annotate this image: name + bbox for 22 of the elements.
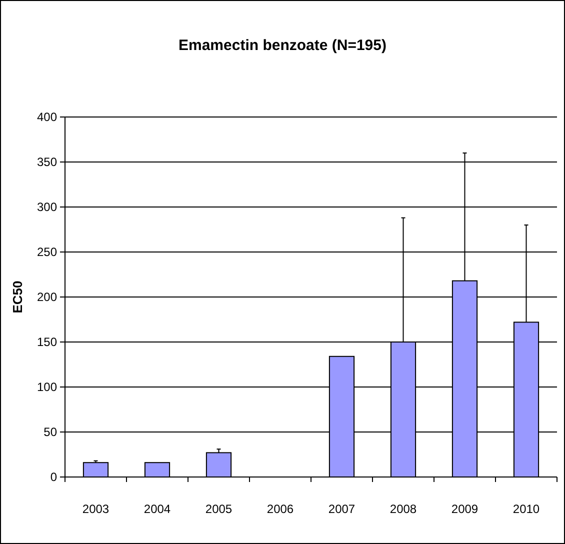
y-tick-label: 200 xyxy=(36,290,58,304)
x-tick-label: 2007 xyxy=(328,502,356,516)
x-tick-label: 2005 xyxy=(205,502,232,516)
y-tick-label: 50 xyxy=(44,425,58,440)
x-tick-label: 2008 xyxy=(390,502,417,516)
y-tick-label: 0 xyxy=(50,470,58,484)
y-tick-label: 350 xyxy=(36,155,58,170)
y-tick-label: 100 xyxy=(36,380,58,394)
chart-title: Emamectin benzoate (N=195) xyxy=(178,37,386,54)
y-tick-label: 250 xyxy=(36,245,58,260)
bar xyxy=(144,462,170,478)
x-tick-label: 2006 xyxy=(266,502,294,516)
y-tick-label: 300 xyxy=(36,200,58,214)
x-tick-label: 2010 xyxy=(512,502,540,516)
y-tick-label: 400 xyxy=(36,110,58,124)
x-tick-label: 2009 xyxy=(451,502,478,516)
y-tick-label: 150 xyxy=(36,335,58,350)
x-tick-label: 2004 xyxy=(144,502,171,516)
bar xyxy=(206,452,232,478)
bar xyxy=(82,462,109,478)
y-axis-title: EC50 xyxy=(10,280,25,314)
x-tick-label: 2003 xyxy=(82,502,110,516)
